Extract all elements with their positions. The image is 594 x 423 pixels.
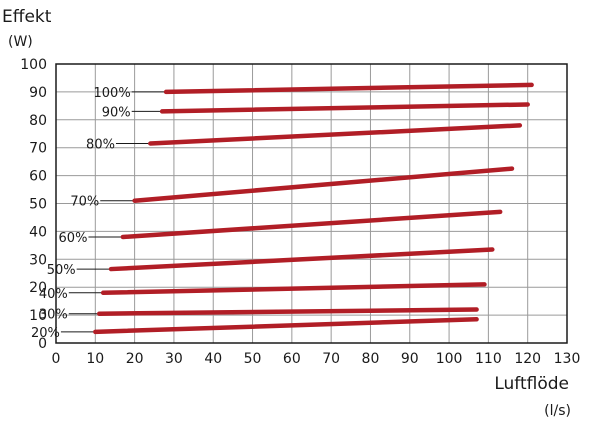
y-tick-label: 70 [29,141,47,157]
series-line-100-percent [163,82,534,95]
x-tick-label: 40 [204,351,222,367]
series-label: 70% [70,195,99,210]
series-label: 60% [59,231,88,246]
x-tick-label: 110 [475,351,502,367]
x-tick-label: 30 [165,351,183,367]
y-tick-label: 30 [29,252,47,268]
series-line-60-percent [120,209,503,240]
series-line-90-percent [159,102,530,114]
y-tick-label: 60 [29,169,47,185]
plot-frame [55,63,568,344]
x-axis-label: Luftflöde [494,374,569,394]
y-tick-label: 0 [38,336,47,352]
y-tick-label: 100 [20,57,47,73]
x-tick-label: 70 [322,351,340,367]
x-axis-unit: (l/s) [544,403,571,419]
series-line-40-percent [100,282,487,296]
y-tick-label: 10 [29,308,47,324]
series-label: 30% [39,308,68,323]
x-tick-label: 120 [514,351,541,367]
series-line-80-percent [148,123,523,146]
x-tick-label: 90 [401,351,419,367]
label-leader-lines [60,91,165,333]
y-axis-ticks: 0 10 20 30 40 50 60 70 80 90 100 [20,57,47,352]
y-tick-label: 40 [29,224,47,240]
x-tick-label: 0 [52,351,61,367]
y-tick-label: 50 [29,197,47,213]
y-axis-unit: (W) [8,34,33,50]
series-label: 40% [39,287,68,302]
chart-title: Effekt [2,7,52,27]
x-tick-label: 130 [554,351,581,367]
x-tick-label: 20 [126,351,144,367]
y-tick-label: 20 [29,280,47,296]
series-line-50-percent [108,247,495,272]
series-label: 50% [47,263,76,278]
y-tick-label: 90 [29,85,47,101]
x-tick-label: 80 [362,351,380,367]
series-line-70-percent [132,166,515,203]
series-line-20-percent [93,317,479,335]
x-tick-label: 10 [86,351,104,367]
series-labels: 100% 90% 80% 70% 60% 50% 40% 30% 20% [31,86,131,341]
series-lines [93,82,534,335]
x-tick-label: 60 [283,351,301,367]
series-label: 80% [86,138,115,153]
x-axis-ticks: 0 10 20 30 40 50 60 70 80 90 100 110 120 130 [52,351,581,367]
x-tick-label: 100 [436,351,463,367]
series-label: 100% [94,86,131,101]
series-line-30-percent [96,307,479,316]
series-label: 20% [31,326,60,341]
y-tick-label: 80 [29,113,47,129]
x-tick-label: 50 [244,351,262,367]
series-label: 90% [102,105,131,120]
